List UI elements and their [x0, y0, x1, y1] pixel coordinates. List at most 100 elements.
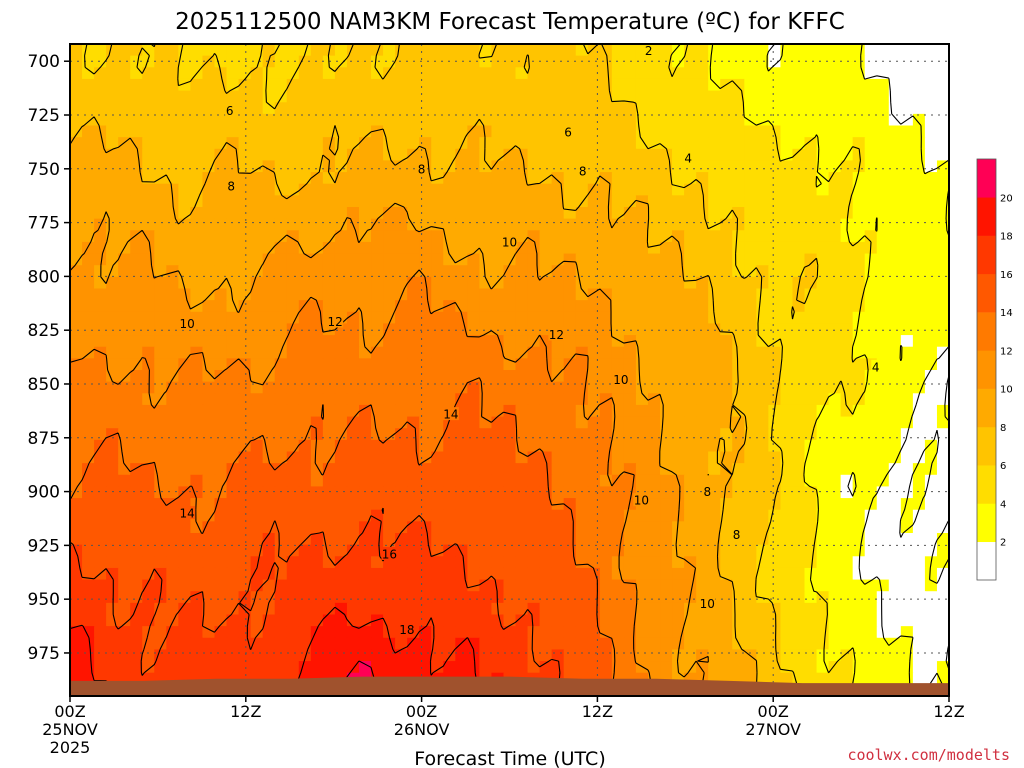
contour-label: 10: [634, 494, 649, 508]
heat-cell: [130, 544, 143, 557]
heat-cell: [82, 288, 95, 301]
heat-cell: [660, 44, 673, 57]
heat-cell: [768, 521, 782, 534]
heat-cell: [587, 556, 601, 569]
heat-cell: [587, 439, 601, 453]
heat-cell: [936, 90, 949, 103]
heat-cell: [623, 102, 637, 115]
heat-cell: [202, 148, 216, 162]
heat-cell: [286, 381, 300, 394]
heat-cell: [575, 241, 589, 255]
heat-cell: [455, 78, 468, 92]
colorbar-bin-18: [977, 197, 996, 236]
heat-cell: [190, 207, 204, 220]
isotherm-10: [70, 202, 709, 696]
heat-cell: [322, 230, 336, 243]
heat-cell: [479, 614, 493, 627]
heat-cell: [166, 451, 179, 464]
heat-cell: [479, 346, 493, 359]
heat-cell: [503, 102, 517, 115]
heat-cell: [900, 498, 914, 511]
heat-cell: [828, 183, 842, 196]
colorbar-tick-label: 10: [1000, 385, 1013, 396]
heat-cell: [660, 125, 673, 138]
heat-cell: [94, 276, 107, 290]
heat-cell: [672, 276, 685, 290]
heat-cell: [611, 591, 625, 604]
heat-cell: [70, 614, 83, 627]
heat-cell: [467, 556, 480, 569]
heat-cell: [587, 55, 601, 68]
heat-cell: [660, 602, 673, 616]
heat-cell: [250, 591, 264, 604]
heat-cell: [82, 381, 95, 394]
heat-cell: [900, 311, 914, 325]
heat-cell: [611, 637, 625, 651]
heat-cell: [732, 346, 745, 359]
heat-cell: [310, 265, 324, 278]
heat-cell: [70, 230, 83, 243]
heat-cell: [780, 474, 794, 488]
heat-cell: [912, 183, 926, 196]
heat-cell: [888, 207, 902, 220]
heat-cell: [130, 335, 143, 348]
heat-cell: [142, 439, 155, 453]
heat-cell: [202, 579, 216, 592]
heat-cell: [250, 567, 264, 581]
heat-cell: [106, 567, 119, 581]
heat-cell: [371, 230, 384, 243]
heat-cell: [286, 137, 300, 150]
heat-cell: [575, 183, 589, 196]
heat-cell: [515, 509, 529, 522]
heat-cell: [322, 346, 336, 359]
heat-cell: [467, 463, 480, 476]
heat-cell: [708, 300, 721, 313]
heat-cell: [178, 55, 192, 68]
heat-cell: [744, 358, 757, 371]
heat-cell: [383, 416, 396, 429]
heat-cell: [166, 125, 179, 138]
heat-cell: [539, 474, 553, 488]
heat-cell: [936, 125, 949, 138]
heat-cell: [852, 544, 866, 557]
heat-cell: [118, 276, 131, 290]
heat-cell: [407, 486, 420, 499]
heat-cell: [840, 55, 854, 68]
heat-cell: [888, 637, 902, 651]
heat-cell: [154, 533, 167, 546]
heat-cell: [936, 509, 949, 522]
heat-cell: [238, 311, 252, 325]
heat-cell: [587, 474, 601, 488]
heat-cell: [515, 393, 529, 406]
heat-cell: [371, 556, 384, 569]
heat-cell: [322, 567, 336, 581]
heat-cell: [503, 311, 517, 325]
contour-label: 10: [502, 235, 517, 249]
heat-cell: [912, 626, 926, 639]
heat-cell: [888, 137, 902, 150]
heat-cell: [479, 102, 493, 115]
heat-cell: [539, 556, 553, 569]
heat-cell: [310, 67, 324, 80]
heat-cell: [503, 579, 517, 592]
heat-cell: [503, 300, 517, 313]
heat-cell: [515, 416, 529, 429]
heat-cell: [491, 358, 505, 371]
heat-cell: [647, 311, 661, 325]
heat-cell: [611, 230, 625, 243]
heat-cell: [334, 533, 348, 546]
heat-cell: [672, 288, 685, 301]
heat-cell: [756, 288, 769, 301]
heat-cell: [371, 195, 384, 208]
heat-cell: [226, 346, 240, 359]
heat-cell: [900, 207, 914, 220]
heat-cell: [684, 626, 697, 639]
heat-cell: [94, 183, 107, 196]
heat-cell: [166, 498, 179, 511]
heat-cell: [804, 370, 818, 383]
heat-cell: [696, 451, 709, 464]
heat-cell: [395, 44, 408, 57]
heat-cell: [94, 416, 107, 429]
heat-cell: [732, 102, 745, 115]
heat-cell: [70, 381, 83, 394]
